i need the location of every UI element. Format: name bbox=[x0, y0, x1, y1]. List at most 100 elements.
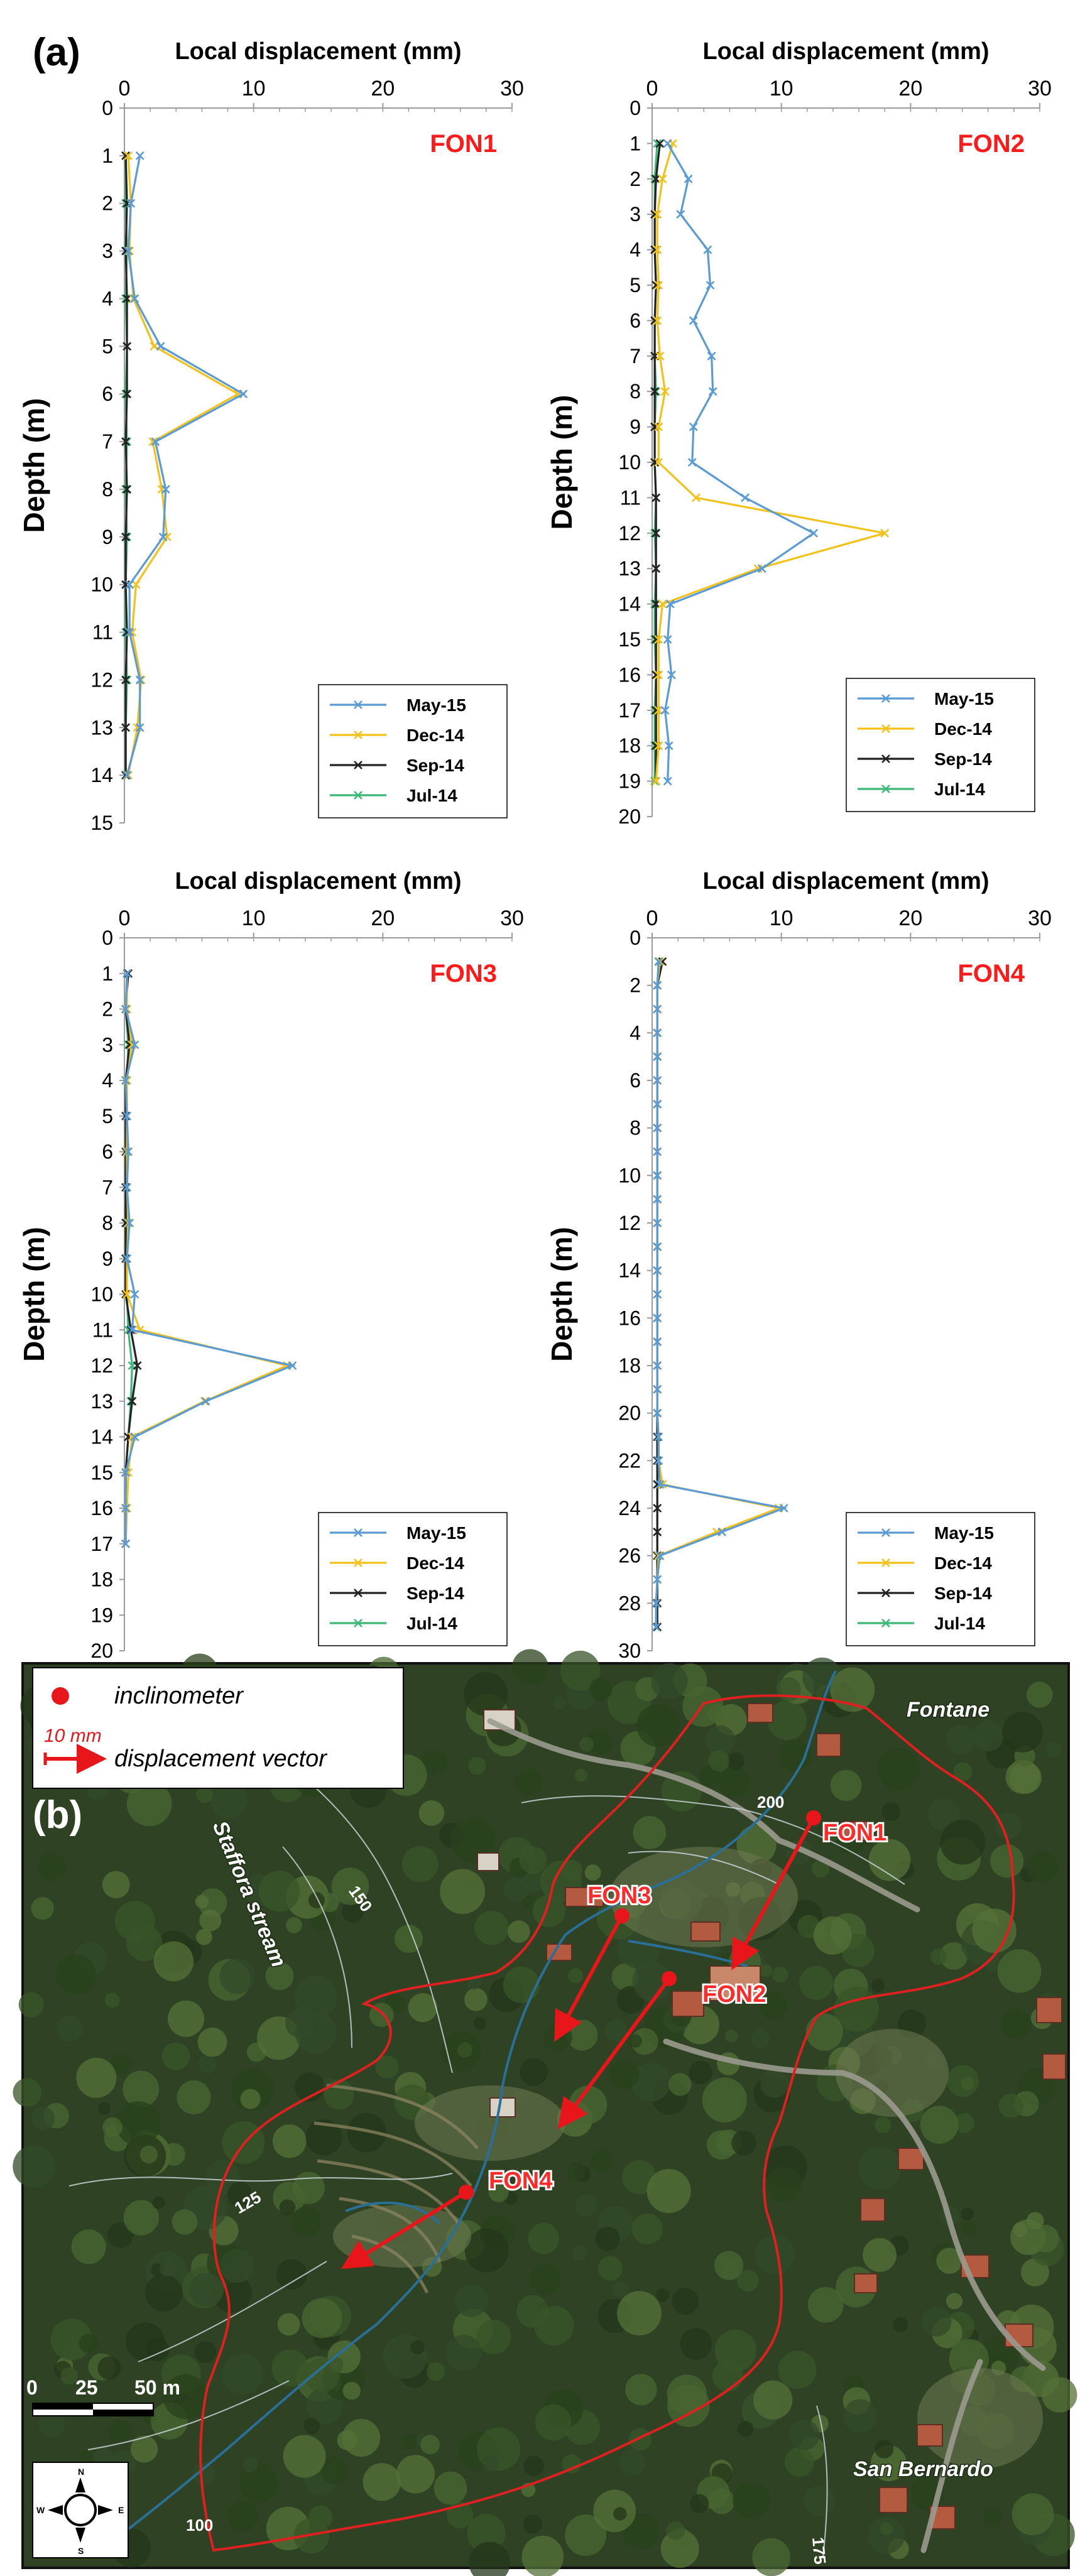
aerial-map: FON1 FON2 FON3 FON4 Fontane San Bernardo… bbox=[13, 1649, 1077, 2576]
x-tick-label: 10 bbox=[770, 77, 793, 101]
data-point bbox=[703, 245, 712, 254]
legend-marker bbox=[354, 700, 363, 709]
y-axis-title: Depth (m) bbox=[545, 1227, 578, 1362]
tree-canopy bbox=[751, 2030, 770, 2048]
data-point bbox=[741, 493, 750, 503]
tree-canopy bbox=[893, 2317, 908, 2333]
data-point bbox=[880, 528, 890, 538]
tree-canopy bbox=[799, 1965, 834, 2000]
tree-canopy bbox=[153, 1941, 194, 1982]
data-point bbox=[779, 1504, 788, 1513]
data-point bbox=[655, 957, 665, 966]
tree-canopy bbox=[130, 2435, 158, 2463]
tree-canopy bbox=[565, 2514, 607, 2557]
tree-canopy bbox=[347, 2112, 387, 2153]
tree-canopy bbox=[595, 2226, 620, 2251]
tree-canopy bbox=[243, 2457, 258, 2473]
data-point bbox=[653, 1622, 662, 1632]
y-tick-label: 18 bbox=[618, 734, 641, 757]
tree-canopy bbox=[342, 2418, 381, 2457]
data-point bbox=[652, 1622, 661, 1632]
legend-vector-scale: 10 mm bbox=[44, 1725, 102, 1746]
compass-arrow-e bbox=[98, 2505, 113, 2515]
data-point bbox=[123, 1004, 132, 1014]
scale-bar-black-1 bbox=[33, 2403, 93, 2410]
tree-canopy bbox=[408, 1993, 438, 2023]
tree-canopy bbox=[342, 2381, 361, 2400]
tree-canopy bbox=[455, 2284, 488, 2317]
tree-canopy bbox=[520, 2058, 548, 2086]
tree-canopy bbox=[196, 1786, 213, 1803]
tree-canopy bbox=[402, 1845, 439, 1883]
tree-canopy bbox=[285, 2008, 315, 2038]
x-tick-label: 20 bbox=[371, 906, 395, 930]
tree-canopy bbox=[1011, 2493, 1054, 2536]
data-point bbox=[150, 342, 159, 351]
data-point bbox=[654, 635, 663, 644]
tree-canopy bbox=[110, 2053, 132, 2075]
tree-canopy bbox=[731, 2130, 756, 2156]
data-point bbox=[653, 1599, 662, 1608]
legend-label: May-15 bbox=[934, 1523, 994, 1543]
tree-canopy bbox=[326, 2356, 344, 2374]
tree-canopy bbox=[962, 2221, 976, 2236]
tree-canopy bbox=[921, 2307, 952, 2337]
data-point bbox=[653, 1099, 662, 1109]
data-point bbox=[663, 776, 672, 786]
data-point bbox=[239, 389, 248, 399]
data-point bbox=[652, 564, 661, 573]
tree-canopy bbox=[1042, 2377, 1077, 2413]
x-tick-label: 0 bbox=[119, 906, 131, 930]
tree-canopy bbox=[220, 2248, 254, 2283]
data-point bbox=[706, 281, 715, 290]
series-line-may-15 bbox=[126, 155, 246, 776]
legend-marker bbox=[354, 1528, 363, 1537]
data-point bbox=[121, 1183, 130, 1192]
tree-canopy bbox=[418, 1800, 445, 1826]
legend-label: Dec-14 bbox=[406, 726, 464, 745]
tree-canopy bbox=[76, 2057, 117, 2098]
x-tick-label: 0 bbox=[646, 77, 658, 101]
tree-canopy bbox=[469, 2541, 511, 2576]
tree-canopy bbox=[126, 1925, 163, 1961]
legend-marker bbox=[354, 791, 363, 800]
data-point bbox=[653, 316, 662, 325]
label-fon1: FON1 bbox=[823, 1820, 886, 1846]
tree-canopy bbox=[457, 2042, 472, 2058]
tree-canopy bbox=[591, 2149, 614, 2172]
tree-canopy bbox=[102, 2117, 123, 2138]
data-point bbox=[135, 675, 144, 685]
scale-tick-0: 0 bbox=[26, 2376, 38, 2399]
tree-canopy bbox=[998, 2093, 1023, 2118]
tree-canopy bbox=[533, 1894, 565, 1928]
scale-tick-50: 50 m bbox=[134, 2376, 180, 2399]
data-point bbox=[653, 1123, 662, 1133]
place-fontane: Fontane bbox=[907, 1698, 990, 1722]
tree-canopy bbox=[464, 1672, 508, 1716]
tree-canopy bbox=[936, 2247, 962, 2274]
data-point bbox=[653, 1195, 662, 1204]
y-tick-label: 7 bbox=[102, 430, 113, 453]
tree-canopy bbox=[519, 1846, 547, 1874]
data-point bbox=[653, 1361, 662, 1370]
tree-canopy bbox=[450, 1817, 496, 1863]
tree-canopy bbox=[427, 2362, 445, 2381]
data-point bbox=[653, 1076, 662, 1085]
tree-canopy bbox=[940, 1942, 968, 1970]
data-point bbox=[650, 528, 660, 538]
tree-canopy bbox=[875, 2117, 891, 2134]
tree-canopy bbox=[858, 2146, 901, 2190]
data-point bbox=[653, 1219, 662, 1227]
tree-canopy bbox=[880, 2523, 893, 2535]
data-point bbox=[121, 1004, 130, 1014]
y-tick-label: 4 bbox=[630, 1021, 641, 1044]
data-point bbox=[653, 1575, 662, 1584]
tree-canopy bbox=[197, 2027, 227, 2057]
tree-canopy bbox=[667, 2374, 707, 2415]
data-point bbox=[652, 528, 661, 538]
y-tick-label: 0 bbox=[102, 927, 113, 949]
y-tick-label: 16 bbox=[618, 663, 641, 686]
series-line-sep-14 bbox=[124, 155, 128, 776]
x-tick-label: 30 bbox=[500, 906, 524, 930]
compass-arrow-n bbox=[75, 2477, 85, 2492]
